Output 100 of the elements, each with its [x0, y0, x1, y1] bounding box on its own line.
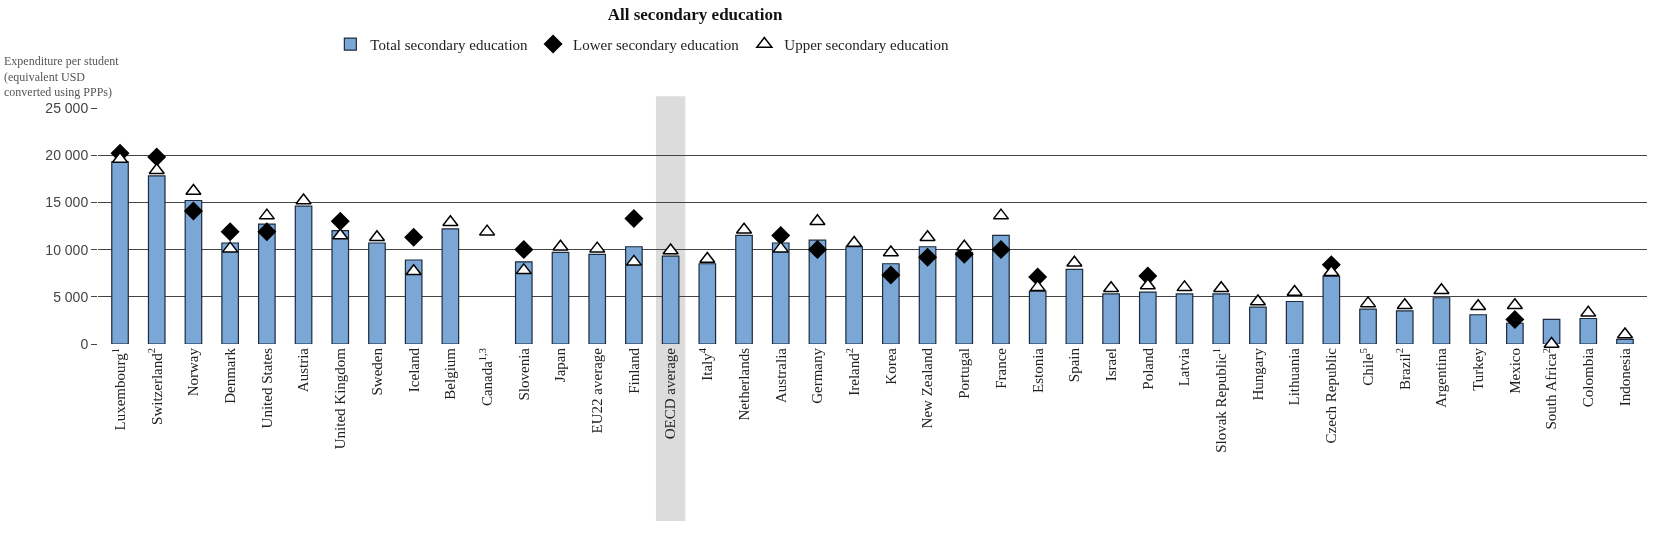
point — [405, 264, 422, 276]
x-tick-label: Argentina — [1433, 347, 1450, 408]
point — [1505, 310, 1525, 329]
x-tick-label: Denmark — [222, 347, 239, 404]
y-tick-label: 15 000 — [45, 194, 89, 211]
legend-label: Total secondary education — [370, 36, 529, 53]
x-tick-label: Poland — [1139, 347, 1156, 390]
bar — [1102, 293, 1120, 344]
y-tick-label: 25 000 — [45, 99, 89, 116]
point — [662, 243, 679, 255]
bar — [1432, 297, 1451, 344]
point — [295, 193, 312, 205]
point — [1176, 280, 1193, 292]
bar — [1065, 268, 1084, 344]
bar — [1616, 338, 1634, 344]
x-tick-label: OECD average — [662, 347, 679, 440]
y-tick-label: 5 000 — [53, 288, 89, 305]
bar — [1249, 306, 1267, 344]
bar — [955, 251, 974, 344]
point — [808, 240, 827, 259]
point — [404, 228, 423, 247]
point — [1543, 336, 1560, 348]
x-tick-label: Estonia — [1029, 347, 1046, 393]
point — [220, 222, 240, 241]
x-tick-label: Korea — [882, 347, 899, 385]
bar — [1138, 291, 1157, 344]
x-tick-label: Lithuania — [1286, 347, 1303, 406]
bar — [221, 242, 239, 344]
point — [1433, 282, 1450, 295]
bar — [845, 246, 864, 344]
bar — [1579, 317, 1598, 344]
x-tick-label: Mexico — [1506, 348, 1523, 394]
point — [881, 265, 901, 285]
bar — [625, 246, 643, 344]
x-tick-label: Japan — [552, 347, 569, 383]
x-tick-label: Belgium — [442, 347, 459, 400]
x-tick-label: France — [992, 347, 1009, 389]
y-tick-label: 0 — [80, 335, 89, 352]
point — [185, 183, 202, 196]
bar — [661, 255, 680, 344]
point — [771, 226, 790, 245]
point — [772, 241, 789, 253]
bar — [1359, 308, 1377, 344]
x-tick-label: Colombia — [1580, 347, 1597, 408]
chart-title: All secondary education — [607, 5, 783, 25]
x-tick-label: Australia — [772, 347, 789, 403]
point — [624, 209, 644, 228]
x-tick-label: New Zealand — [919, 347, 936, 429]
x-tick-label: Iceland — [405, 347, 422, 393]
bar — [1469, 314, 1488, 344]
point — [442, 214, 459, 227]
point — [1396, 298, 1413, 310]
bar — [588, 253, 607, 344]
bar — [1322, 275, 1341, 344]
bar — [1395, 310, 1414, 344]
bar — [441, 228, 460, 344]
bar — [1212, 293, 1231, 344]
point — [919, 230, 936, 242]
point — [809, 214, 826, 226]
bar — [698, 263, 717, 344]
x-tick-label: Turkey — [1470, 347, 1487, 391]
x-tick-label: Hungary — [1249, 347, 1266, 401]
point — [332, 228, 349, 240]
x-tick-label: Germany — [809, 347, 826, 404]
point — [918, 247, 937, 267]
x-tick-label: Slovenia — [515, 347, 532, 401]
point — [991, 240, 1011, 259]
x-tick-label: Israel — [1102, 348, 1119, 382]
bar — [111, 161, 129, 344]
x-tick-label: Austria — [295, 347, 312, 393]
x-tick-label: EU22 average — [589, 347, 606, 434]
point — [147, 147, 166, 167]
point — [699, 251, 716, 264]
bar — [147, 175, 166, 344]
bar — [771, 242, 790, 344]
bar — [551, 251, 570, 344]
point — [1029, 280, 1046, 292]
x-tick-label: Spain — [1066, 347, 1083, 383]
x-tick-label: Latvia — [1176, 347, 1193, 387]
bar — [1285, 300, 1304, 344]
point — [257, 222, 277, 241]
bar — [404, 259, 423, 344]
x-tick-label: Indonesia — [1616, 347, 1633, 407]
x-tick-label: Portugal — [956, 348, 973, 399]
point — [514, 240, 533, 259]
point — [1286, 284, 1303, 297]
legend-label: Lower secondary education — [573, 36, 740, 53]
y-tick-label: 10 000 — [45, 241, 89, 258]
bar — [1175, 293, 1194, 344]
bar — [735, 234, 753, 344]
bar — [368, 242, 386, 344]
y-axis-title: Expenditure per student (equivalent USD converted using PPPs) — [4, 54, 120, 100]
legend-label: Upper secondary education — [784, 36, 949, 53]
y-tick-label: 20 000 — [45, 147, 89, 164]
x-tick-label: Sweden — [368, 347, 385, 396]
point — [1580, 305, 1597, 317]
x-tick-label: Netherlands — [735, 347, 752, 421]
x-tick-label: Czech Republic — [1323, 347, 1340, 444]
bar — [331, 230, 350, 344]
point — [148, 163, 165, 175]
